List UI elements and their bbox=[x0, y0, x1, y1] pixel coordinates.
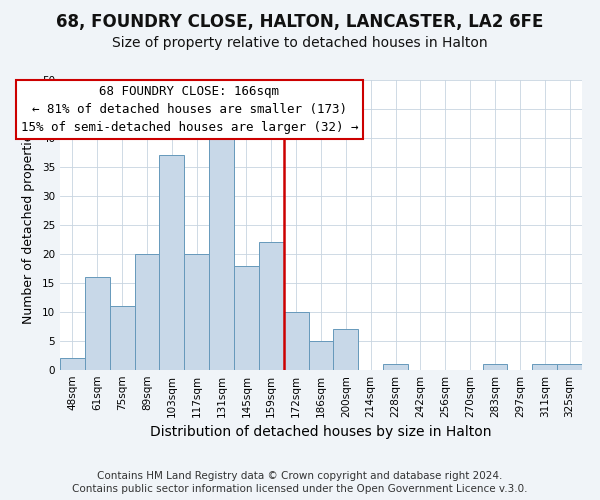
Bar bbox=[284, 312, 308, 370]
Bar bbox=[160, 156, 184, 370]
Bar bbox=[184, 254, 209, 370]
Text: 68 FOUNDRY CLOSE: 166sqm
← 81% of detached houses are smaller (173)
15% of semi-: 68 FOUNDRY CLOSE: 166sqm ← 81% of detach… bbox=[20, 84, 358, 134]
Bar bbox=[85, 277, 110, 370]
Bar bbox=[482, 364, 508, 370]
Bar bbox=[532, 364, 557, 370]
Text: Size of property relative to detached houses in Halton: Size of property relative to detached ho… bbox=[112, 36, 488, 50]
Bar bbox=[234, 266, 259, 370]
X-axis label: Distribution of detached houses by size in Halton: Distribution of detached houses by size … bbox=[150, 426, 492, 440]
Bar bbox=[259, 242, 284, 370]
Bar bbox=[557, 364, 582, 370]
Bar bbox=[334, 330, 358, 370]
Bar bbox=[383, 364, 408, 370]
Y-axis label: Number of detached properties: Number of detached properties bbox=[22, 126, 35, 324]
Bar bbox=[110, 306, 134, 370]
Bar bbox=[60, 358, 85, 370]
Text: Contains public sector information licensed under the Open Government Licence v.: Contains public sector information licen… bbox=[72, 484, 528, 494]
Text: Contains HM Land Registry data © Crown copyright and database right 2024.: Contains HM Land Registry data © Crown c… bbox=[97, 471, 503, 481]
Bar bbox=[308, 341, 334, 370]
Text: 68, FOUNDRY CLOSE, HALTON, LANCASTER, LA2 6FE: 68, FOUNDRY CLOSE, HALTON, LANCASTER, LA… bbox=[56, 14, 544, 32]
Bar bbox=[134, 254, 160, 370]
Bar bbox=[209, 138, 234, 370]
